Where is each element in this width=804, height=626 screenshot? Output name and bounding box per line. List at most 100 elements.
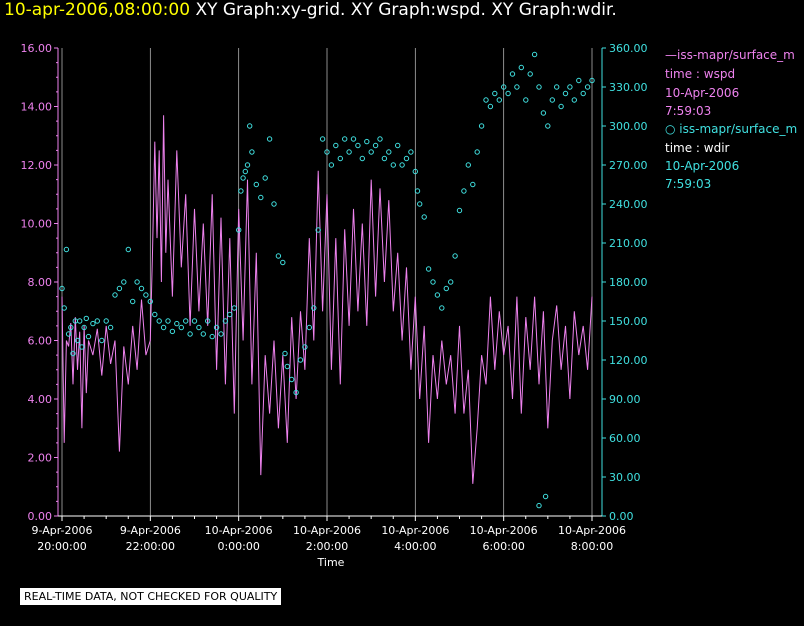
wdir-point-87: [399, 162, 405, 168]
wdir-point-8: [77, 318, 83, 324]
wdir-point-27: [152, 311, 158, 318]
wdir-point-20: [121, 279, 127, 285]
legend-wdir-field: time : wdir: [665, 141, 730, 155]
legend-wdir-circle-icon: ○: [665, 122, 680, 136]
wdir-point-7: [74, 337, 81, 344]
vertical-grid: [61, 48, 593, 516]
x-tick-time-0: 20:00:00: [37, 540, 86, 553]
wdir-point-36: [191, 318, 198, 324]
left-axis-ticks: 0.00 2.00 4.00 6.00 8.00 10.00 12.00 14.00 16.00: [21, 42, 58, 523]
wdir-point-9: [79, 344, 85, 350]
wdir-point-78: [359, 155, 365, 162]
x-tick-date-5: 10-Apr-2006: [470, 524, 538, 537]
wdir-point-49: [242, 168, 249, 175]
wdir-point-81: [372, 142, 379, 149]
wdir-point-55: [262, 175, 268, 181]
wdir-point-31: [169, 328, 176, 335]
wdir-point-96: [434, 292, 441, 298]
wdir-point-74: [342, 136, 348, 142]
wdir-point-5: [70, 350, 76, 357]
wdir-point-2: [63, 246, 70, 253]
wdir-point-90: [412, 168, 418, 175]
wdir-point-0: [59, 285, 65, 292]
wdir-point-14: [94, 318, 101, 324]
wdir-point-22: [130, 298, 136, 305]
wdir-point-63: [293, 389, 299, 396]
left-tick-label-7: 14.00: [21, 101, 53, 114]
right-tick-label-3: 90.00: [609, 393, 641, 406]
wdir-point-132: [542, 493, 549, 500]
wdir-point-77: [355, 142, 361, 149]
wdir-point-26: [147, 298, 154, 305]
wdir-point-71: [328, 162, 335, 168]
wdir-point-61: [284, 363, 290, 370]
wdir-point-101: [456, 207, 463, 214]
wdir-point-130: [584, 84, 591, 90]
wdir-point-114: [514, 84, 520, 90]
right-tick-label-5: 150.00: [609, 315, 648, 328]
wdir-point-65: [302, 344, 308, 350]
wdir-point-123: [554, 84, 560, 90]
wdir-point-80: [368, 149, 374, 155]
wdir-point-17: [107, 324, 114, 331]
wdir-point-43: [222, 318, 229, 324]
legend-wspd-time: 7:59:03: [665, 104, 712, 118]
left-tick-label-8: 16.00: [21, 42, 53, 55]
wdir-point-68: [315, 227, 321, 233]
wdir-point-38: [200, 331, 207, 337]
x-axis-ticks: 9-Apr-2006 20:00:00 9-Apr-2006 22:00:00 10-A…: [31, 516, 626, 553]
right-tick-label-2: 60.00: [609, 432, 641, 445]
left-tick-label-2: 4.00: [28, 393, 53, 406]
wdir-point-103: [465, 162, 471, 168]
wdir-point-131: [589, 77, 595, 84]
x-tick-time-1: 22:00:00: [126, 540, 175, 553]
right-tick-label-1: 30.00: [609, 471, 641, 484]
legend-wspd-line-icon: —: [665, 48, 677, 62]
wdir-point-73: [337, 155, 343, 162]
wdir-point-47: [238, 188, 244, 194]
wdir-point-1: [61, 305, 67, 311]
wdir-point-52: [249, 149, 255, 155]
right-tick-label-10: 300.00: [609, 120, 648, 133]
wdir-point-124: [558, 103, 564, 110]
wdir-point-62: [289, 376, 295, 383]
wdir-point-86: [395, 142, 401, 149]
wdir-point-94: [425, 266, 432, 272]
wdir-point-128: [576, 77, 582, 84]
x-tick-date-3: 10-Apr-2006: [293, 524, 361, 537]
left-tick-label-4: 8.00: [28, 276, 53, 289]
wdir-point-88: [403, 155, 410, 162]
wdir-point-16: [103, 318, 109, 324]
x-tick-date-1: 9-Apr-2006: [120, 524, 181, 537]
wdir-point-112: [505, 90, 511, 97]
wdir-point-40: [209, 333, 215, 340]
x-tick-date-4: 10-Apr-2006: [381, 524, 449, 537]
left-tick-label-6: 12.00: [21, 159, 53, 172]
wdir-point-82: [377, 136, 383, 142]
wdir-point-75: [346, 149, 352, 155]
wdir-point-121: [545, 123, 551, 129]
wdir-point-39: [205, 318, 211, 324]
x-tick-date-2: 10-Apr-2006: [205, 524, 273, 537]
wdir-point-110: [496, 97, 502, 103]
wdir-point-79: [364, 138, 370, 145]
right-axis-ticks: 0.00 30.00 60.00 90.00 120.00 150.00 180.00 210…: [602, 42, 648, 523]
x-tick-time-3: 2:00:00: [306, 540, 348, 553]
wdir-point-13: [90, 320, 96, 327]
left-tick-label-1: 2.00: [28, 452, 53, 465]
wdir-point-72: [333, 142, 339, 149]
wdir-point-21: [125, 246, 132, 253]
wdir-point-108: [487, 103, 494, 110]
wdir-point-15: [99, 337, 105, 344]
right-tick-label-11: 330.00: [609, 81, 648, 94]
wdir-point-91: [414, 188, 421, 194]
wdir-point-118: [531, 51, 538, 58]
wdir-point-37: [196, 324, 202, 331]
wdir-point-113: [509, 71, 516, 77]
right-tick-label-0: 0.00: [609, 510, 634, 523]
wdir-point-99: [448, 279, 454, 285]
wdir-point-111: [501, 84, 507, 90]
wdir-point-120: [540, 110, 547, 116]
wdir-point-59: [280, 259, 286, 266]
